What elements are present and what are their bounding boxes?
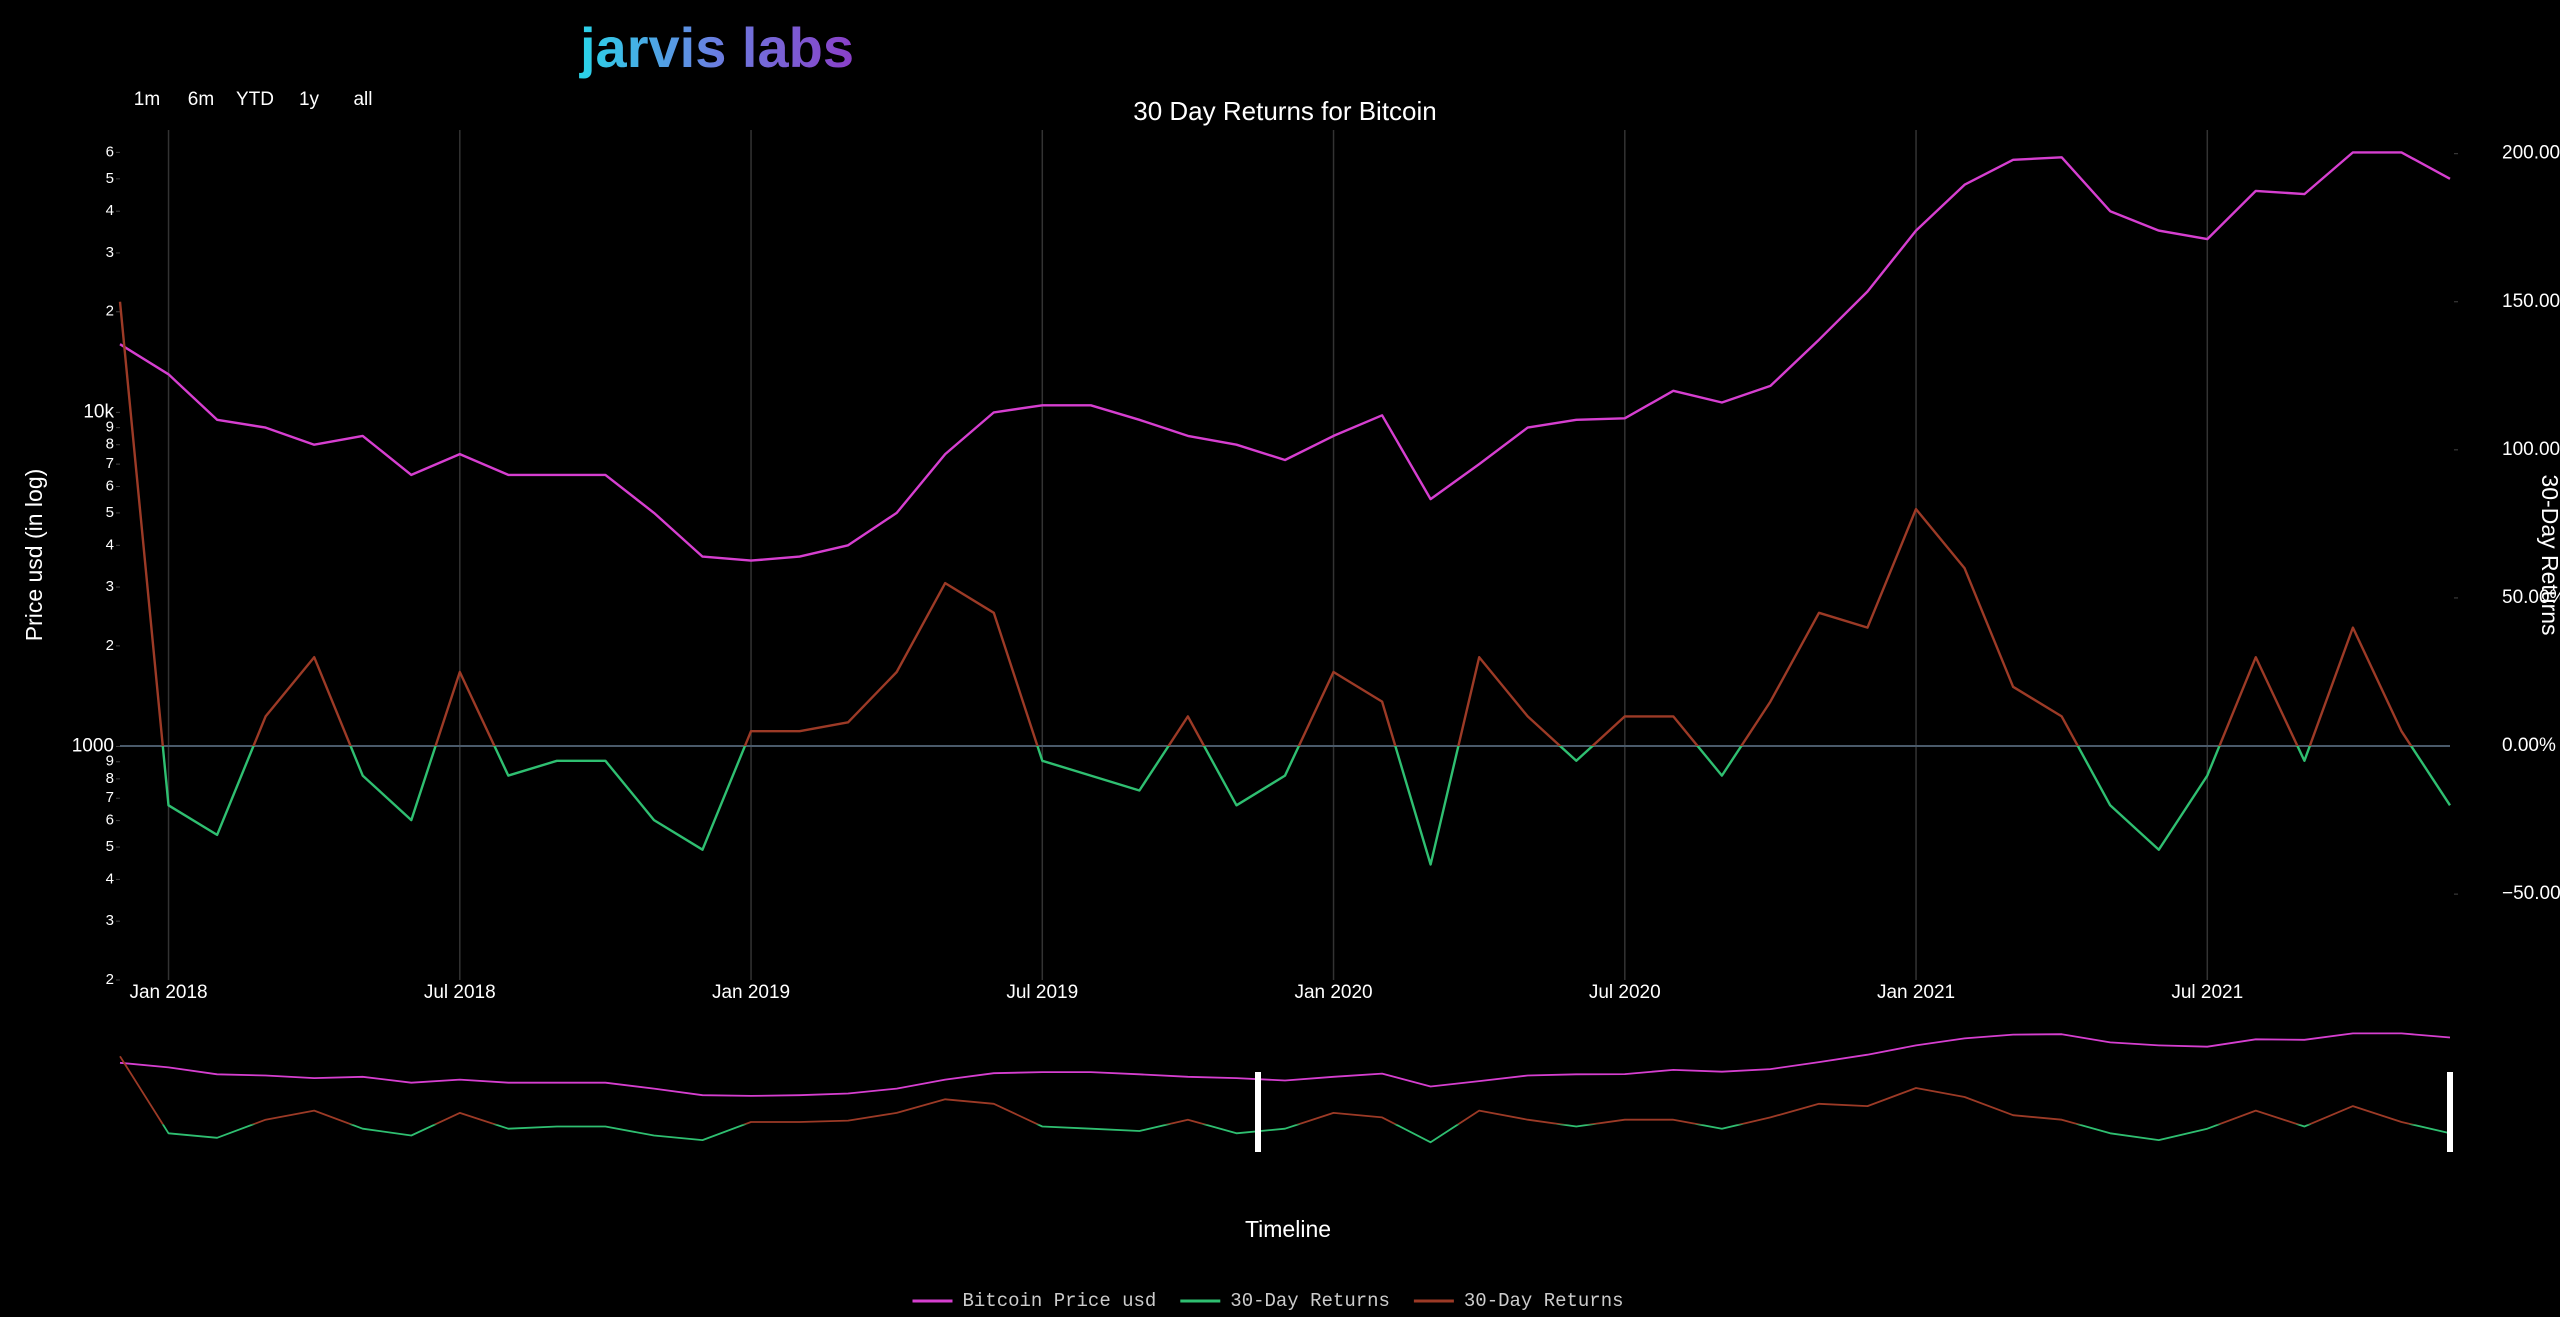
y2-tick-label: −50.00% [2502, 883, 2560, 904]
range-button[interactable]: 1m [134, 89, 160, 110]
x-tick-label: Jan 2018 [129, 982, 207, 1003]
legend: Bitcoin Price usd 30-Day Returns 30-Day Re… [912, 1290, 1624, 1312]
y-tick-label: 4 [106, 870, 114, 887]
y-tick-label: 9 [106, 753, 114, 770]
series-line [119, 151, 2451, 562]
x-tick-label: Jan 2019 [712, 982, 790, 1003]
y-tick-label: 8 [106, 436, 114, 453]
x-tick-label: Jul 2018 [424, 982, 496, 1003]
y-tick-label: 5 [106, 170, 114, 187]
y2-tick-label: 0.00% [2502, 735, 2556, 756]
slider-line [119, 1055, 2415, 1125]
y-tick-label: 7 [106, 455, 114, 472]
y-tick-label: 6 [106, 143, 114, 160]
y-tick-label: 2 [106, 971, 114, 988]
y2-tick-label: 100.00% [2502, 439, 2560, 460]
y-tick-label: 6 [106, 812, 114, 829]
y2-tick-label: 200.00% [2502, 143, 2560, 164]
x-tick-label: Jul 2020 [1589, 982, 1661, 1003]
y-axis-title: Price usd (in log) [21, 469, 47, 642]
y2-axis-title: 30-Day Returns [2537, 474, 2560, 635]
y-tick-label: 5 [106, 838, 114, 855]
legend-label[interactable]: 30-Day Returns [1464, 1290, 1624, 1312]
x-tick-label: Jan 2020 [1294, 982, 1372, 1003]
slider-line [161, 1124, 2451, 1144]
y-tick-label: 8 [106, 770, 114, 787]
range-button[interactable]: 1y [299, 89, 320, 110]
y-tick-label: 6 [106, 477, 114, 494]
y-tick-label: 3 [106, 244, 114, 261]
slider-handle[interactable] [1255, 1072, 1261, 1152]
x-axis-title: Timeline [1245, 1216, 1331, 1242]
y-tick-label: 1000 [72, 735, 114, 756]
y-tick-label: 3 [106, 578, 114, 595]
y-tick-label: 9 [106, 419, 114, 436]
y-tick-label: 3 [106, 912, 114, 929]
range-button[interactable]: 6m [188, 89, 214, 110]
y-tick-label: 4 [106, 536, 114, 553]
series-line [161, 746, 2452, 866]
range-button[interactable]: YTD [236, 89, 274, 110]
slider-line [119, 1032, 2451, 1097]
y-tick-label: 2 [106, 637, 114, 654]
range-button[interactable]: all [353, 89, 372, 110]
y-tick-label: 10k [83, 401, 114, 422]
chart-title: 30 Day Returns for Bitcoin [1133, 96, 1436, 126]
y2-tick-label: 50.00% [2502, 587, 2560, 608]
slider-handle[interactable] [2447, 1072, 2453, 1152]
y-tick-label: 5 [106, 504, 114, 521]
y-tick-label: 2 [106, 303, 114, 320]
x-tick-label: Jul 2021 [2171, 982, 2243, 1003]
x-tick-label: Jul 2019 [1006, 982, 1078, 1003]
series-line [118, 301, 2413, 747]
x-tick-label: Jan 2021 [1877, 982, 1955, 1003]
y-tick-label: 7 [106, 789, 114, 806]
logo: jarvis labs [579, 16, 854, 79]
legend-label[interactable]: Bitcoin Price usd [963, 1290, 1157, 1312]
y2-tick-label: 150.00% [2502, 291, 2560, 312]
legend-label[interactable]: 30-Day Returns [1230, 1290, 1390, 1312]
y-tick-label: 4 [106, 202, 114, 219]
